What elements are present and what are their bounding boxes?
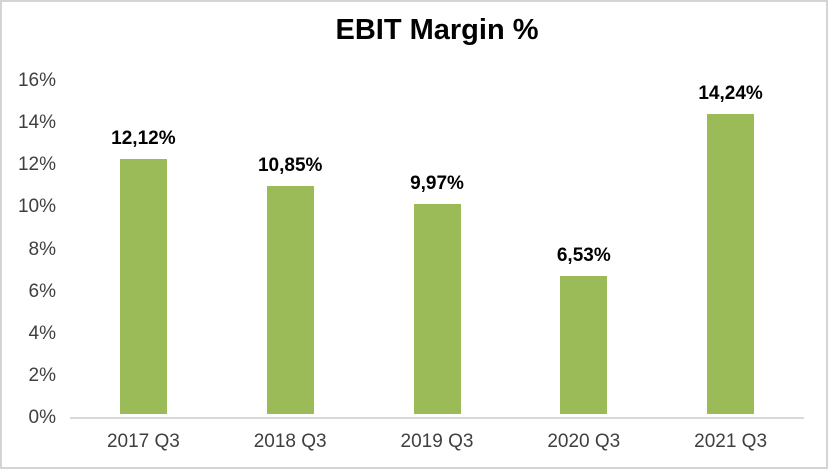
x-axis-category-label: 2018 Q3 — [253, 431, 327, 452]
y-axis-tick-label: 16% — [17, 70, 56, 92]
bar — [119, 158, 167, 414]
y-axis-tick-label: 6% — [28, 280, 56, 302]
y-axis-tick-label: 2% — [28, 364, 56, 386]
bar — [560, 276, 608, 414]
bar-value-label: 14,24% — [698, 83, 763, 105]
bar-value-label: 9,97% — [410, 173, 464, 195]
bar-value-label: 10,85% — [257, 154, 323, 176]
bar-value-label: 12,12% — [111, 127, 176, 149]
x-axis-category-label: 2021 Q3 — [694, 431, 768, 452]
bar — [413, 204, 461, 414]
x-axis-category-label: 2019 Q3 — [400, 431, 474, 452]
bar — [266, 185, 314, 414]
y-axis-tick-label: 4% — [28, 322, 56, 344]
y-axis-tick-label: 10% — [17, 196, 56, 218]
y-axis-tick-label: 0% — [28, 407, 56, 428]
x-axis-category-label: 2017 Q3 — [106, 431, 180, 452]
x-axis-category-label: 2020 Q3 — [547, 431, 621, 452]
x-axis-line — [70, 417, 804, 419]
bar-value-label: 6,53% — [556, 245, 611, 267]
bar — [707, 114, 755, 414]
y-axis-tick-label: 8% — [28, 238, 56, 260]
y-axis-tick-label: 12% — [17, 154, 56, 176]
y-axis-tick-label: 14% — [17, 112, 56, 134]
chart-title: EBIT Margin % — [335, 14, 539, 46]
